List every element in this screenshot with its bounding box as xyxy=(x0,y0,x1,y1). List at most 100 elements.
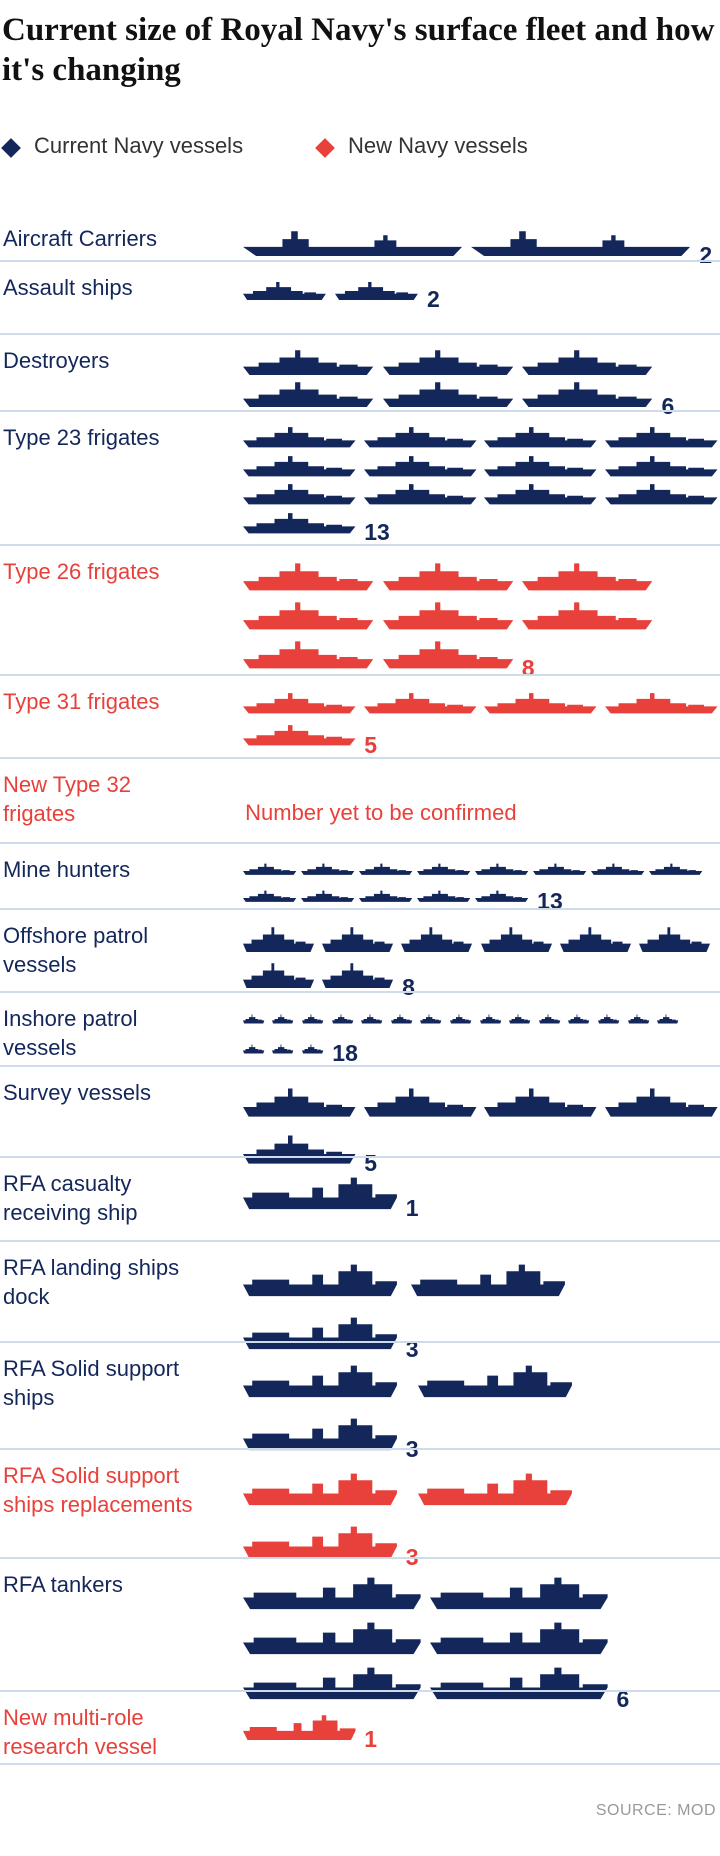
ship-shape xyxy=(242,1177,397,1210)
ship-shape xyxy=(363,427,477,448)
ship-shape xyxy=(429,1622,608,1655)
ship-icon xyxy=(242,963,314,988)
ship-icon xyxy=(429,1577,608,1610)
ship-shape xyxy=(568,1014,590,1024)
count-label: 3 xyxy=(406,1544,419,1571)
ship-icon xyxy=(410,1264,565,1297)
ship-icon xyxy=(242,1622,421,1655)
ship-icon xyxy=(382,602,513,630)
ship-icon xyxy=(300,890,355,902)
ship-shape xyxy=(416,863,471,875)
ship-shape xyxy=(242,1014,265,1024)
ship-icon xyxy=(538,1014,561,1024)
category-label: RFA tankers xyxy=(3,1572,123,1598)
legend-label: Current Navy vessels xyxy=(34,133,244,158)
ship-shape xyxy=(484,455,597,477)
ship-shape xyxy=(627,1014,649,1024)
divider xyxy=(0,1763,720,1766)
ship-icon xyxy=(242,1135,356,1164)
ship-shape xyxy=(450,1014,472,1024)
ship-shape xyxy=(484,1088,597,1117)
ship-icon xyxy=(429,1667,608,1700)
category-label: Survey vessels xyxy=(3,1079,151,1105)
ship-shape xyxy=(242,563,373,591)
ship-icon xyxy=(242,890,297,902)
ship-shape xyxy=(648,863,703,875)
ship-shape xyxy=(382,382,513,407)
ship-icon xyxy=(509,1014,531,1024)
ship-icon xyxy=(242,1318,397,1350)
ship-shape xyxy=(242,512,356,534)
ship-shape xyxy=(522,382,653,407)
ship-shape xyxy=(361,1014,383,1024)
ship-icon xyxy=(522,350,653,375)
ship-shape xyxy=(242,455,356,477)
count-label: 1 xyxy=(364,1725,378,1752)
category-label: Type 31 frigates xyxy=(3,689,160,714)
ship-icon xyxy=(382,350,513,375)
ship-shape xyxy=(429,1667,608,1700)
ship-icon xyxy=(242,1365,397,1397)
ship-shape xyxy=(522,563,653,591)
ship-icon xyxy=(300,863,355,875)
ship-shape xyxy=(605,484,718,505)
category-label: Inshore patrol vessels xyxy=(3,1006,138,1061)
count-label: 1 xyxy=(405,1195,419,1222)
ship-icon xyxy=(522,382,653,407)
category-label: New multi-role research vessel xyxy=(3,1705,158,1760)
ship-icon xyxy=(363,427,477,448)
ship-shape xyxy=(242,725,356,746)
ship-icon xyxy=(639,927,711,953)
ship-icon xyxy=(358,863,413,875)
ship-icon xyxy=(242,1526,397,1558)
ship-icon xyxy=(242,641,373,669)
ship-shape xyxy=(382,350,513,375)
count-label: 5 xyxy=(364,1149,378,1176)
ship-icon xyxy=(242,455,356,477)
count-label: 8 xyxy=(521,654,535,681)
divider xyxy=(0,1240,720,1243)
ship-shape xyxy=(242,427,356,448)
ship-icon xyxy=(242,382,373,407)
chart-title: Current size of Royal Navy's surface fle… xyxy=(2,12,715,88)
ship-shape xyxy=(331,1014,353,1024)
count-label: 13 xyxy=(364,519,390,546)
ship-shape xyxy=(382,602,513,630)
ship-icon xyxy=(605,693,718,714)
ship-shape xyxy=(358,890,413,902)
count-label: 3 xyxy=(405,1335,419,1362)
category-label: RFA casualty receiving ship xyxy=(3,1170,138,1225)
count-label: 13 xyxy=(537,887,563,914)
ship-icon xyxy=(242,231,462,256)
ship-icon xyxy=(627,1014,649,1024)
ship-shape xyxy=(410,1264,565,1297)
divider xyxy=(0,1448,720,1451)
ship-shape xyxy=(242,927,314,953)
ship-shape xyxy=(300,890,355,902)
divider xyxy=(0,1340,720,1343)
ship-shape xyxy=(590,863,645,875)
ship-shape xyxy=(363,484,477,505)
ship-shape xyxy=(242,1667,421,1700)
category-label: Mine hunters xyxy=(3,857,131,883)
ship-shape xyxy=(242,641,373,669)
ship-icon xyxy=(242,427,356,448)
ship-icon xyxy=(418,1365,572,1397)
ship-shape xyxy=(420,1014,442,1024)
ship-icon xyxy=(484,1088,597,1117)
ship-shape xyxy=(242,382,373,407)
ship-icon xyxy=(322,963,394,988)
ship-icon xyxy=(416,863,471,875)
divider xyxy=(0,756,720,759)
ship-shape xyxy=(538,1014,561,1024)
ship-shape xyxy=(401,927,473,953)
count-label: 2 xyxy=(427,285,440,312)
category-label: Offshore patrol vessels xyxy=(3,923,149,978)
category-label: RFA Solid support ships xyxy=(3,1355,180,1410)
ship-icon xyxy=(418,1473,572,1505)
ship-icon xyxy=(474,890,529,902)
ship-icon xyxy=(479,1014,501,1024)
ship-icon xyxy=(532,863,587,875)
ship-icon xyxy=(480,927,552,953)
divider xyxy=(0,842,720,845)
